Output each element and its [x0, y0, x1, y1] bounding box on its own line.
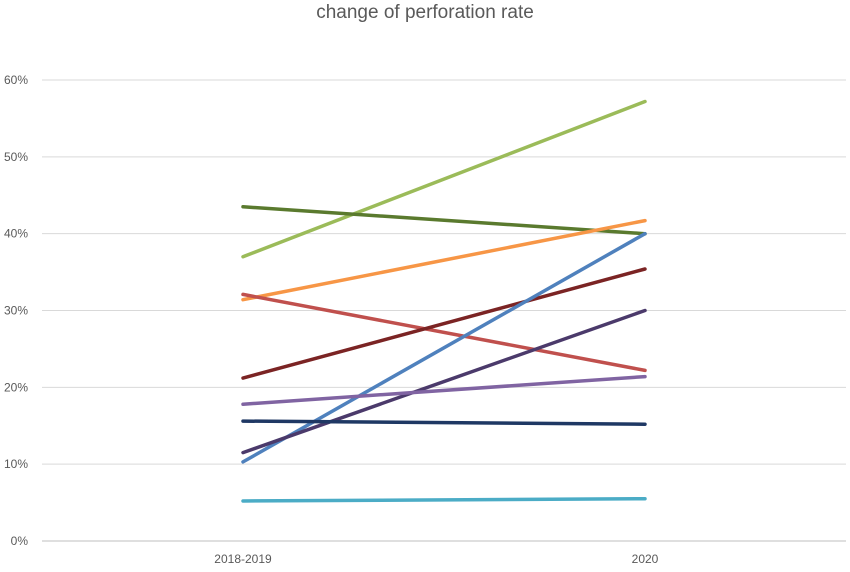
gridlines: [42, 79, 846, 542]
y-tick-label: 50%: [4, 150, 28, 164]
series-lines: [241, 99, 647, 503]
x-axis-tick-labels: 2018-2019 2020: [214, 552, 658, 566]
series-line-3: [241, 218, 647, 302]
chart-title: change of perforation rate: [316, 2, 534, 23]
y-tick-label: 0%: [11, 534, 29, 548]
series-line-7: [241, 308, 647, 455]
y-tick-label: 60%: [4, 73, 28, 87]
y-tick-label: 10%: [4, 457, 28, 471]
series-line-9: [241, 419, 647, 426]
y-tick-label: 30%: [4, 304, 28, 318]
y-tick-label: 40%: [4, 227, 28, 241]
series-line-6: [241, 231, 647, 464]
y-tick-label: 20%: [4, 380, 28, 394]
series-line-10: [241, 496, 647, 503]
series-line-5: [241, 267, 647, 380]
series-line-4: [241, 292, 647, 373]
series-line-2: [241, 205, 647, 236]
y-axis-tick-labels: 0% 10% 20% 30% 40% 50% 60%: [4, 73, 28, 548]
x-tick-label: 2020: [632, 552, 659, 566]
x-tick-label: 2018-2019: [214, 552, 272, 566]
series-line-1: [241, 99, 647, 259]
series-line-8: [241, 374, 647, 406]
